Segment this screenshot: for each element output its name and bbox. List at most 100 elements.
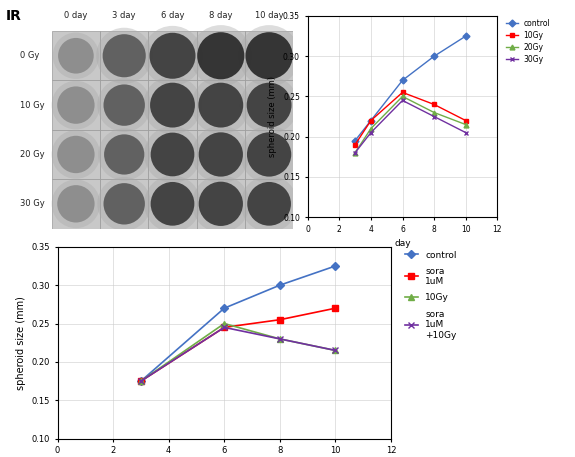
- sora
1uM
+10Gy: [332, 348, 339, 353]
- Line: sora
1uM
+10Gy: sora 1uM +10Gy: [138, 324, 338, 384]
- Ellipse shape: [239, 25, 300, 86]
- 10Gy: [431, 102, 438, 107]
- Ellipse shape: [52, 81, 100, 129]
- Ellipse shape: [57, 86, 94, 124]
- Bar: [100, 130, 148, 179]
- Ellipse shape: [97, 177, 151, 231]
- sora
1uM: [137, 378, 144, 384]
- 10Gy: [137, 378, 144, 384]
- Y-axis label: spheroid size (mm): spheroid size (mm): [269, 76, 277, 157]
- Line: 10Gy: 10Gy: [352, 90, 468, 147]
- Ellipse shape: [192, 126, 250, 183]
- Bar: [245, 31, 293, 80]
- sora
1uM
+10Gy: [277, 336, 283, 342]
- Ellipse shape: [57, 136, 94, 173]
- Ellipse shape: [144, 175, 201, 232]
- Text: 20 Gy: 20 Gy: [20, 150, 44, 159]
- Bar: [52, 31, 100, 80]
- control: [352, 138, 359, 143]
- 30Gy: [367, 130, 374, 135]
- Ellipse shape: [246, 32, 293, 80]
- Ellipse shape: [247, 83, 292, 128]
- Bar: [100, 31, 148, 80]
- Ellipse shape: [98, 128, 150, 181]
- Ellipse shape: [190, 25, 251, 86]
- Ellipse shape: [96, 28, 152, 84]
- 10Gy: [277, 336, 283, 342]
- Ellipse shape: [151, 182, 194, 226]
- sora
1uM: [277, 317, 283, 323]
- Ellipse shape: [150, 33, 196, 79]
- Text: 10 Gy: 10 Gy: [20, 101, 44, 110]
- Ellipse shape: [52, 130, 100, 179]
- Ellipse shape: [104, 183, 145, 224]
- Ellipse shape: [102, 34, 146, 77]
- Bar: [52, 80, 100, 130]
- sora
1uM
+10Gy: [221, 324, 228, 330]
- Bar: [52, 130, 100, 179]
- 20Gy: [367, 126, 374, 131]
- control: [277, 282, 283, 288]
- Bar: [197, 80, 245, 130]
- 10Gy: [462, 118, 469, 123]
- X-axis label: day: day: [394, 239, 411, 248]
- Ellipse shape: [247, 133, 291, 176]
- 20Gy: [462, 122, 469, 128]
- Bar: [197, 179, 245, 228]
- 30Gy: [352, 150, 359, 155]
- control: [462, 33, 469, 39]
- sora
1uM
+10Gy: [137, 378, 144, 384]
- 10Gy: [367, 118, 374, 123]
- 20Gy: [431, 110, 438, 115]
- sora
1uM: [332, 305, 339, 311]
- Ellipse shape: [199, 133, 243, 176]
- 10Gy: [399, 90, 406, 95]
- sora
1uM: [221, 324, 228, 330]
- Ellipse shape: [144, 126, 201, 183]
- Line: 30Gy: 30Gy: [352, 98, 468, 155]
- Bar: [100, 179, 148, 228]
- Line: sora
1uM: sora 1uM: [138, 305, 338, 384]
- Bar: [245, 80, 293, 130]
- Text: 3 day: 3 day: [113, 11, 136, 20]
- control: [332, 263, 339, 269]
- 20Gy: [399, 94, 406, 99]
- Line: 20Gy: 20Gy: [352, 94, 468, 155]
- control: [399, 78, 406, 83]
- Ellipse shape: [192, 175, 250, 233]
- Bar: [148, 80, 197, 130]
- Line: 10Gy: 10Gy: [138, 321, 338, 384]
- Bar: [197, 130, 245, 179]
- Text: 0 day: 0 day: [64, 11, 87, 20]
- Bar: [197, 31, 245, 80]
- Y-axis label: spheroid size (mm): spheroid size (mm): [16, 296, 26, 390]
- 10Gy: [352, 142, 359, 148]
- Ellipse shape: [191, 76, 250, 134]
- Ellipse shape: [58, 38, 94, 74]
- Ellipse shape: [104, 134, 144, 175]
- Text: IR: IR: [6, 9, 22, 23]
- Ellipse shape: [241, 175, 297, 232]
- control: [137, 378, 144, 384]
- Bar: [245, 179, 293, 228]
- Bar: [148, 179, 197, 228]
- Text: 0 Gy: 0 Gy: [20, 51, 39, 60]
- Bar: [52, 179, 100, 228]
- control: [431, 53, 438, 59]
- 30Gy: [399, 98, 406, 103]
- Ellipse shape: [247, 182, 291, 226]
- Line: control: control: [138, 263, 338, 384]
- 20Gy: [352, 150, 359, 155]
- Ellipse shape: [198, 83, 243, 128]
- Ellipse shape: [199, 182, 243, 226]
- Ellipse shape: [151, 133, 194, 176]
- Bar: [148, 130, 197, 179]
- 30Gy: [431, 114, 438, 119]
- Bar: [148, 31, 197, 80]
- Text: 10 day: 10 day: [255, 11, 283, 20]
- Ellipse shape: [150, 83, 195, 128]
- Legend: control, 10Gy, 20Gy, 30Gy: control, 10Gy, 20Gy, 30Gy: [503, 16, 554, 67]
- control: [367, 118, 374, 123]
- Line: control: control: [352, 34, 468, 143]
- 30Gy: [462, 130, 469, 135]
